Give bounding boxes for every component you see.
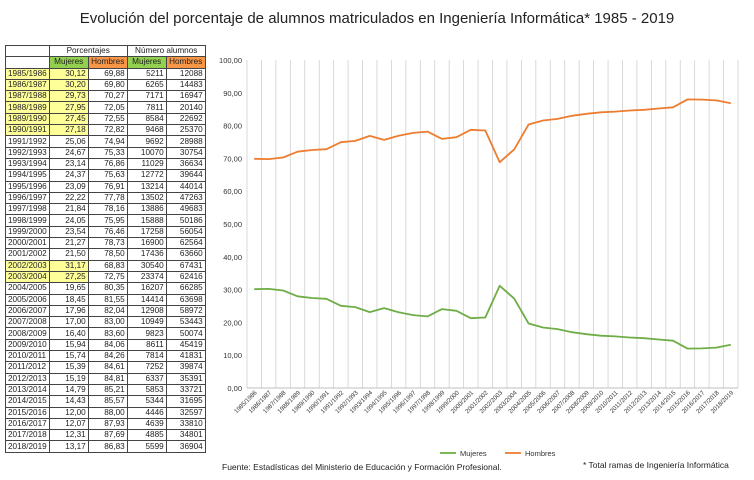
table-row: 2003/2004 27,25 72,75 23374 62416 [5,270,206,284]
table-row: 2010/2011 15,74 84,26 7814 41831 [5,350,206,363]
y-tick-label: 10,00 [223,351,242,360]
table-row: 2004/2005 19,65 80,35 16207 66285 [5,282,206,295]
count-men-cell: 44014 [165,180,206,193]
table-row: 1993/1994 23,14 76,86 11029 36634 [5,157,206,171]
y-tick-label: 50,00 [223,220,242,229]
data-table: Porcentajes Número alumnos Mujeres Hombr… [5,44,206,453]
table-row: 1990/1991 27,18 72,82 9468 25370 [5,124,206,137]
y-tick-label: 70,00 [223,154,242,163]
legend-label: Mujeres [460,449,487,458]
count-men-cell: 50074 [165,327,206,340]
footnote: * Total ramas de Ingeniería Informática [583,460,729,470]
table-row: 1991/1992 25,06 74,94 9692 28988 [5,135,206,148]
table-row: 2002/2003 31,17 68,83 30540 67431 [5,259,206,272]
percent-women-cell: 13,17 [48,440,89,453]
table-row: 2016/2017 12,07 87,93 4639 33810 [5,417,206,431]
y-tick-label: 80,00 [223,122,242,131]
y-tick-label: 20,00 [223,318,242,327]
y-tick-label: 30,00 [223,286,242,295]
table-row: 2011/2012 15,39 84,61 7252 39874 [5,361,206,374]
y-tick-label: 90,00 [223,89,242,98]
series-line-mujeres [254,284,731,350]
table-row: 1997/1998 21,84 78,16 13886 49683 [5,203,206,216]
table-row: 2012/2013 15,19 84,81 6337 35391 [5,372,206,385]
table-row: 2013/2014 14,79 85,21 5853 33721 [5,383,206,397]
legend-label: Hombres [525,449,556,458]
table-row: 2007/2008 17,00 83,00 10949 53443 [5,316,206,329]
y-tick-label: 0,00 [227,384,242,393]
y-tick-label: 60,00 [223,187,242,196]
table-row: 1986/1987 30,20 69,80 6265 14483 [5,78,206,92]
series-line-hombres [254,98,731,164]
table-row: 2017/2018 12,31 87,69 4885 34801 [5,429,206,442]
table-row: 1999/2000 23,54 76,46 17258 56054 [5,225,206,239]
y-tick-label: 100,00 [219,56,242,65]
table-row: 2018/2019 13,17 86,83 5599 36904 [5,440,206,453]
count-men-cell: 36904 [165,440,206,453]
table-row: 1994/1995 24,37 75,63 12772 39644 [5,169,206,182]
year-cell: 2003/2004 [5,270,50,284]
y-tick-label: 40,00 [223,253,242,262]
table-row: 2009/2010 15,94 84,06 8611 45419 [5,338,206,352]
table-row: 1995/1996 23,09 76,91 13214 44014 [5,180,206,193]
table-row: 1992/1993 24,67 75,33 10070 30754 [5,146,206,159]
table-row: 2000/2001 21,27 78,73 16900 62564 [5,237,206,250]
source-footer: Fuente: Estadísticas del Ministerio de E… [222,462,502,472]
table-row: 1987/1988 29,73 70,27 7171 16947 [5,90,206,103]
table-row: 1988/1989 27,95 72,05 7811 20140 [5,101,206,114]
chart-title: Evolución del porcentaje de alumnos matr… [79,10,675,27]
